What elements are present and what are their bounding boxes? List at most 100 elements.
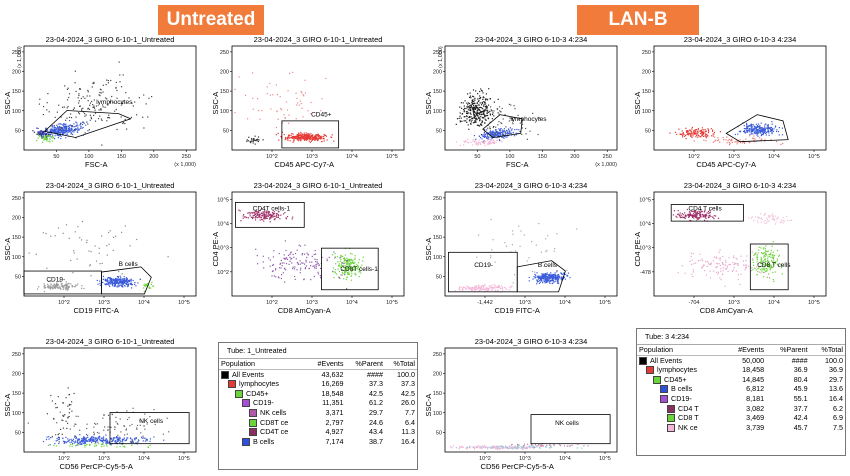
table-row[interactable]: CD4 T 3,082 37.7 6.2 (637, 404, 845, 414)
event-dot (63, 123, 65, 125)
event-dot (669, 132, 671, 134)
event-dot (478, 445, 480, 447)
gate-nk-cells[interactable] (530, 414, 611, 445)
table-row[interactable]: B cells 6,812 45.9 13.6 (637, 384, 845, 394)
event-dot (319, 138, 322, 140)
table-row[interactable]: All Events 50,000 #### 100.0 (637, 355, 845, 365)
event-dot (351, 262, 353, 264)
event-dot (524, 447, 526, 449)
gate-cd4-t-cells[interactable] (670, 204, 744, 222)
event-dot (553, 443, 555, 445)
event-dot (756, 126, 758, 128)
event-dot (495, 129, 497, 131)
event-dot (484, 114, 486, 117)
table-row[interactable]: lymphocytes 18,458 36.9 36.9 (637, 365, 845, 375)
event-dot (473, 96, 475, 98)
table-row[interactable]: CD19- 11,351 61.2 26.0 (219, 398, 417, 408)
event-dot (554, 278, 556, 280)
event-dot (744, 264, 746, 266)
event-dot (57, 132, 59, 134)
gate-b-cells[interactable] (516, 260, 566, 293)
event-dot (292, 268, 294, 270)
event-dot (765, 253, 767, 255)
event-dot (485, 119, 487, 121)
gate-cd45-[interactable] (281, 120, 340, 149)
event-dot (102, 91, 104, 93)
event-dot (494, 447, 496, 449)
event-dot (112, 285, 114, 287)
gate-cd4t-cells-1[interactable] (235, 201, 305, 228)
table-row[interactable]: CD8T ce 2,797 24.6 6.4 (219, 418, 417, 428)
gate-nk-cells[interactable] (109, 412, 190, 445)
event-dot (549, 444, 551, 446)
event-dot (487, 117, 489, 119)
event-dot (283, 258, 286, 260)
gate-cd8-t-cells[interactable] (749, 243, 789, 291)
gate-cd8t-cells-1[interactable] (321, 247, 379, 291)
gate-b-cells[interactable] (101, 266, 152, 295)
event-dot (116, 422, 118, 425)
table-row[interactable]: NK cells 3,371 29.7 7.7 (219, 408, 417, 418)
event-dot (144, 440, 146, 442)
event-dot (310, 113, 312, 115)
event-dot (494, 134, 496, 136)
event-dot (486, 107, 488, 109)
event-dot (550, 279, 552, 281)
event-dot (492, 140, 494, 142)
table-row[interactable]: CD8 T 3,469 42.4 6.9 (637, 413, 845, 423)
event-dot (73, 442, 75, 444)
table-row[interactable]: lymphocytes 16,269 37.3 37.3 (219, 379, 417, 389)
event-dot (695, 133, 697, 135)
event-dot (264, 217, 266, 219)
event-dot (772, 255, 774, 257)
event-dot (316, 138, 318, 141)
event-dot (112, 249, 114, 251)
gate-lymphocytes[interactable] (43, 110, 132, 138)
event-dot (761, 219, 763, 221)
table-row[interactable]: CD4T ce 4,927 43.4 11.3 (219, 427, 417, 437)
event-dot (768, 220, 770, 222)
event-dot (128, 279, 130, 281)
event-dot (59, 281, 61, 283)
column-header: Population (219, 359, 309, 370)
table-row[interactable]: All Events 43,632 #### 100.0 (219, 369, 417, 379)
x-tick-label: 10^5 (178, 456, 190, 462)
event-dot (296, 269, 298, 271)
event-dot (767, 265, 769, 267)
event-dot (77, 129, 79, 131)
table-row[interactable]: CD45+ 14,845 80.4 29.7 (637, 375, 845, 385)
event-dot (65, 127, 67, 130)
event-dot (61, 419, 63, 421)
event-dot (757, 129, 759, 131)
x-tick-label: 150 (117, 154, 126, 160)
event-dot (768, 215, 770, 217)
event-dot (310, 137, 312, 139)
event-dot (486, 112, 488, 114)
gate-region[interactable] (725, 114, 789, 143)
event-dot (339, 257, 341, 259)
table-row[interactable]: NK ce 3,739 45.7 7.5 (637, 423, 845, 433)
event-dot (66, 107, 68, 109)
event-dot (252, 212, 254, 214)
event-dot (498, 132, 500, 134)
event-dot (478, 113, 480, 115)
x-tick-label: 250 (182, 154, 191, 160)
gate-lymphocytes[interactable] (482, 114, 523, 138)
event-dot (52, 137, 54, 139)
event-dot (122, 74, 124, 76)
population-color-swatch (639, 356, 647, 365)
table-row[interactable]: B cells 7,174 38.7 16.4 (219, 437, 417, 447)
event-dot (313, 138, 316, 140)
event-dot (261, 219, 263, 221)
table-row[interactable]: CD45+ 18,548 42.5 42.5 (219, 389, 417, 399)
event-dot (126, 278, 128, 280)
event-dot (323, 138, 325, 140)
event-dot (750, 270, 752, 272)
event-dot (85, 439, 87, 441)
event-dot (556, 233, 558, 235)
event-dot (250, 142, 252, 144)
table-row[interactable]: CD19- 8,181 55.1 16.4 (637, 394, 845, 404)
event-dot (561, 278, 563, 280)
header-untreated: Untreated (158, 5, 264, 35)
event-dot (728, 141, 730, 144)
